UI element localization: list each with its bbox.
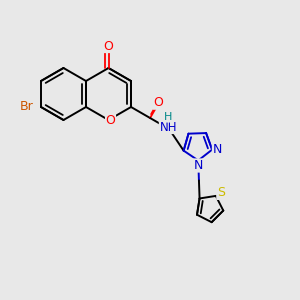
- Text: O: O: [103, 40, 113, 52]
- Text: O: O: [153, 96, 163, 109]
- Text: N: N: [212, 143, 222, 156]
- Text: NH: NH: [159, 121, 177, 134]
- Text: Br: Br: [20, 100, 34, 113]
- Text: N: N: [194, 159, 203, 172]
- Text: O: O: [106, 113, 116, 127]
- Text: H: H: [164, 112, 172, 122]
- Text: S: S: [217, 186, 225, 200]
